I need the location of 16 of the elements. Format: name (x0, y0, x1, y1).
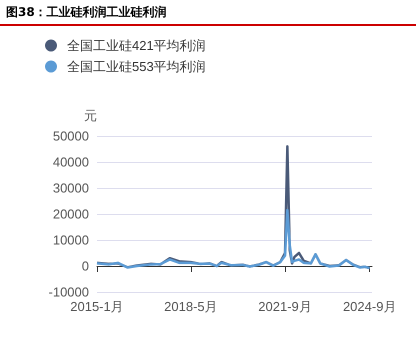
x-tick-label: 2018-5月 (164, 299, 218, 314)
y-tick-label: 20000 (52, 206, 89, 222)
legend-label: 全国工业硅421平均利润 (67, 38, 206, 53)
x-tick-label: 2024-9月 (342, 299, 396, 314)
line-series (96, 208, 371, 270)
y-tick-label: 40000 (52, 154, 89, 170)
x-tick-label: 2015-1月 (70, 299, 124, 314)
x-tick-label: 2021-9月 (258, 299, 312, 314)
y-tick-label: 0 (82, 258, 89, 274)
y-tick-label: 50000 (52, 128, 89, 144)
y-tick-label: -10000 (48, 284, 89, 300)
legend-label: 全国工业硅553平均利润 (67, 59, 206, 74)
y-axis-title: 元 (84, 108, 97, 123)
y-tick-label: 10000 (52, 232, 89, 248)
y-tick-label: 30000 (52, 180, 89, 196)
chart-title: 图38：工业硅利润工业硅利润 (0, 0, 416, 26)
